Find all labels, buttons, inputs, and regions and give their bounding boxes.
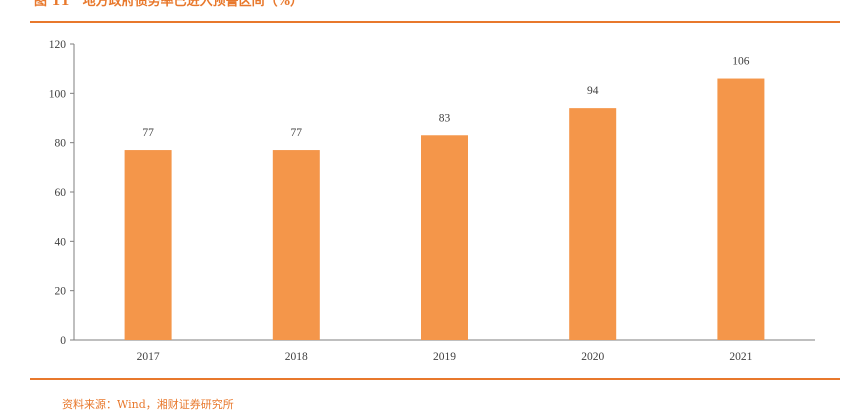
x-tick-label: 2019 [433, 351, 456, 363]
bar-2018 [272, 150, 320, 340]
data-label: 106 [732, 56, 750, 68]
y-tick-label: 120 [49, 39, 67, 51]
x-tick-label: 2018 [285, 351, 308, 363]
x-tick-label: 2021 [729, 351, 752, 363]
bar-2019 [421, 135, 468, 340]
data-label: 77 [142, 127, 154, 139]
y-tick-label: 60 [55, 187, 67, 199]
x-tick-label: 2020 [581, 351, 604, 363]
figure-title: 图 11 地方政府债务率已进入预警区间（%） [34, 0, 303, 9]
data-label: 77 [291, 127, 303, 139]
x-tick-label: 2017 [137, 351, 160, 363]
y-tick-label: 80 [55, 138, 67, 150]
top-rule [30, 21, 840, 23]
data-label: 94 [587, 85, 599, 97]
data-label: 83 [439, 112, 451, 124]
y-tick-label: 20 [55, 286, 67, 298]
source-note: 资料来源：Wind，湘财证券研究所 [62, 398, 234, 411]
y-tick-label: 0 [60, 335, 66, 347]
y-tick-label: 40 [55, 236, 67, 248]
bar-2017 [124, 150, 172, 340]
bottom-rule [30, 378, 840, 380]
bar-2020 [569, 108, 617, 340]
y-tick-label: 100 [49, 88, 67, 100]
bar-2021 [717, 78, 765, 341]
